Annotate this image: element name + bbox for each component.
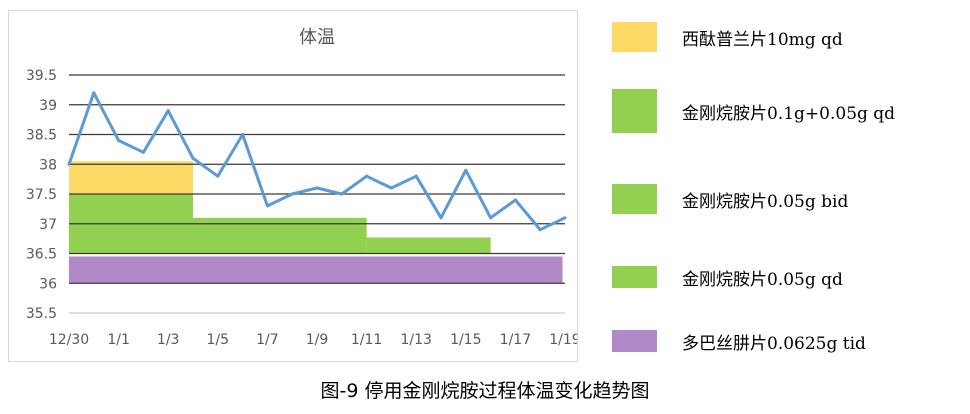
temperature-point	[191, 156, 195, 160]
x-tick-label: 1/3	[157, 332, 180, 348]
y-tick-label: 39.5	[26, 68, 57, 84]
legend-swatch-amantadine-high	[612, 89, 657, 133]
x-tick-label: 1/15	[450, 332, 481, 348]
temperature-point	[340, 192, 344, 196]
x-tick-label: 1/11	[351, 332, 382, 348]
temperature-point	[389, 186, 393, 190]
temperature-point	[414, 174, 418, 178]
medication-band-3	[366, 237, 491, 254]
x-tick-label: 1/1	[107, 332, 130, 348]
x-tick-label: 1/19	[549, 332, 577, 348]
temperature-point	[166, 109, 170, 113]
legend-label-citalopram: 西酞普兰片10mg qd	[682, 29, 843, 50]
legend-item-citalopram: 西酞普兰片10mg qd	[612, 20, 843, 54]
temperature-point	[241, 133, 245, 136]
x-tick-label: 1/9	[306, 332, 329, 348]
temperature-point	[489, 216, 493, 220]
medication-band-4	[69, 256, 563, 284]
legend-item-madopar: 多巴丝肼片0.0625g tid	[612, 324, 866, 358]
legend-swatch-madopar	[612, 330, 657, 352]
temperature-point	[513, 198, 517, 202]
y-tick-label: 37.5	[26, 187, 57, 203]
chart-title: 体温	[299, 27, 335, 48]
chart-frame: 体温 35.5 36 36.5 37 37.5 38 38.5 39 39.5 12/30 1/1 1/…	[8, 10, 578, 362]
legend-label-amantadine-bid: 金刚烷胺片0.05g bid	[682, 191, 849, 212]
temperature-point	[315, 186, 319, 190]
x-tick-label: 1/17	[500, 332, 531, 348]
y-tick-label: 36	[39, 276, 57, 292]
legend-swatch-amantadine-qd	[612, 266, 657, 288]
y-tick-label: 38.5	[26, 128, 57, 144]
y-tick-label: 37	[39, 217, 57, 233]
temperature-point	[290, 192, 294, 196]
temperature-chart: 体温 35.5 36 36.5 37 37.5 38 38.5 39 39.5 12/30 1/1 1/…	[26, 27, 577, 348]
temperature-point	[265, 204, 269, 208]
y-tick-label: 36.5	[26, 247, 57, 263]
x-tick-label: 12/30	[49, 332, 89, 348]
temperature-point	[563, 216, 567, 220]
temperature-point	[141, 150, 145, 154]
legend-item-amantadine-qd: 金刚烷胺片0.05g qd	[612, 260, 843, 294]
legend-item-amantadine-bid: 金刚烷胺片0.05g bid	[612, 182, 848, 216]
legend-label-amantadine-qd: 金刚烷胺片0.05g qd	[682, 269, 843, 290]
figure-caption: 图-9 停用金刚烷胺过程体温变化趋势图	[320, 380, 650, 402]
y-tick-label: 38	[39, 157, 57, 173]
legend-label-madopar: 多巴丝肼片0.0625g tid	[682, 333, 866, 354]
legend-label-amantadine-high: 金刚烷胺片0.1g+0.05g qd	[682, 103, 896, 124]
temperature-point	[365, 174, 369, 178]
temperature-point	[67, 162, 71, 166]
x-tick-label: 1/7	[256, 332, 279, 348]
legend-swatch-citalopram	[612, 22, 657, 52]
y-tick-label: 35.5	[26, 306, 57, 322]
temperature-point	[439, 216, 443, 220]
x-tick-label: 1/5	[207, 332, 230, 348]
x-tick-label: 1/13	[400, 332, 431, 348]
temperature-point	[92, 91, 96, 95]
legend-swatch-amantadine-bid	[612, 184, 657, 214]
legend-item-amantadine-high: 金刚烷胺片0.1g+0.05g qd	[612, 88, 895, 134]
medication-band-0	[69, 161, 193, 194]
temperature-point	[464, 168, 468, 172]
y-tick-label: 39	[39, 98, 57, 114]
temperature-point	[538, 228, 542, 232]
temperature-point	[117, 138, 121, 142]
temperature-point	[216, 174, 220, 178]
